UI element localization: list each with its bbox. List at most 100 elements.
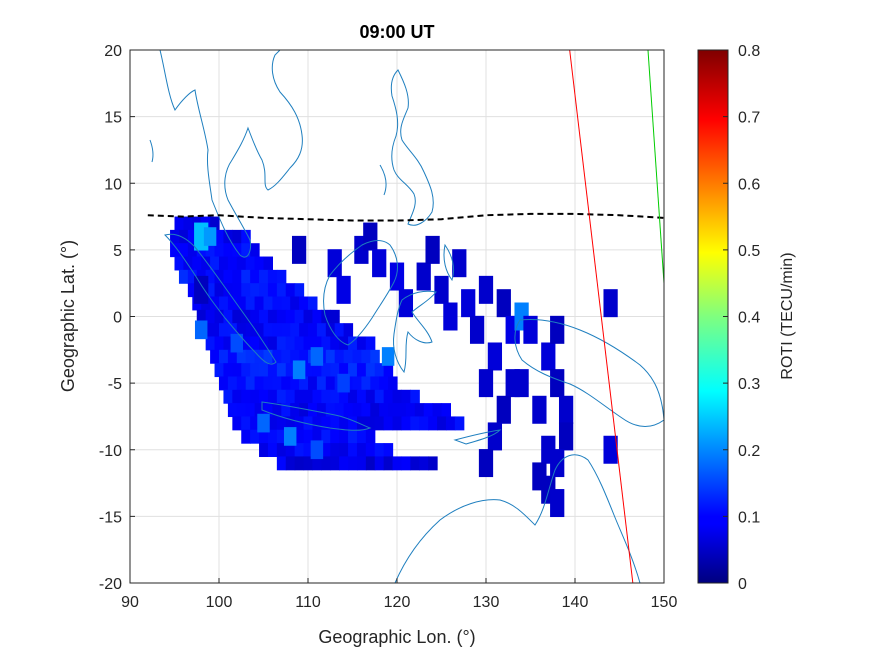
- roti-cell: [290, 296, 300, 311]
- roti-cell: [276, 389, 287, 404]
- roti-hotspot: [194, 320, 208, 340]
- roti-cell: [223, 336, 233, 351]
- roti-cell: [312, 416, 322, 431]
- y-tick-labels: 20 15 10 5 0 -5 -10 -15 -20: [99, 43, 135, 593]
- roti-cell: [434, 275, 449, 304]
- colorbar-label: ROTI (TECU/min): [779, 252, 796, 379]
- roti-cell: [348, 456, 358, 471]
- roti-cell: [259, 283, 269, 298]
- roti-cell: [374, 363, 385, 378]
- roti-cell: [299, 349, 309, 364]
- roti-cell: [299, 403, 309, 418]
- roti-cell: [263, 296, 273, 311]
- roti-cell: [241, 283, 251, 298]
- roti-hotspot: [310, 347, 324, 366]
- roti-cell: [321, 363, 331, 378]
- roti-cell: [259, 429, 269, 444]
- roti-cell: [250, 309, 260, 324]
- roti-cell: [428, 416, 438, 431]
- roti-cell: [250, 363, 260, 378]
- roti-cell: [370, 376, 380, 391]
- roti-cell: [294, 309, 305, 324]
- roti-cell: [321, 443, 331, 458]
- roti-cell: [263, 403, 273, 418]
- roti-cell: [392, 389, 403, 404]
- roti-cell: [316, 403, 327, 418]
- roti-cell: [308, 296, 318, 311]
- roti-cell: [178, 229, 189, 244]
- roti-cell: [219, 256, 229, 271]
- roti-cell: [170, 243, 180, 258]
- roti-cell: [223, 363, 233, 378]
- roti-cell: [214, 269, 225, 284]
- roti-cell: [401, 389, 411, 404]
- roti-cell: [348, 389, 358, 404]
- roti-hotspot: [257, 413, 270, 433]
- roti-cell: [227, 256, 238, 271]
- x-tick-label: 120: [384, 594, 411, 611]
- roti-cell: [291, 235, 307, 264]
- colorbar-tick-label: 0.6: [738, 176, 760, 193]
- roti-cell: [245, 403, 256, 418]
- roti-cell: [321, 429, 331, 444]
- roti-cell: [339, 443, 349, 458]
- roti-cell: [398, 289, 414, 318]
- roti-cell: [187, 283, 198, 298]
- roti-cell: [339, 363, 349, 378]
- y-tick-label: 10: [104, 176, 122, 193]
- roti-cell: [178, 269, 189, 284]
- roti-cell: [272, 403, 282, 418]
- coastline-small-2: [379, 164, 387, 196]
- roti-cell: [299, 376, 309, 391]
- roti-cell: [356, 416, 367, 431]
- roti-cell: [487, 422, 503, 451]
- magnetic-equator-line: [147, 212, 664, 222]
- roti-cell: [245, 323, 256, 338]
- roti-cell: [372, 249, 387, 278]
- roti-cell: [250, 389, 260, 404]
- roti-cell: [267, 416, 278, 431]
- roti-cell: [245, 256, 256, 271]
- x-tick-label: 100: [206, 594, 233, 611]
- roti-cell: [416, 262, 431, 291]
- roti-cell: [285, 309, 296, 324]
- roti-cell: [276, 429, 287, 444]
- roti-cell: [325, 403, 336, 418]
- roti-cell: [214, 336, 225, 351]
- roti-cell: [397, 403, 407, 418]
- roti-cell: [210, 296, 220, 311]
- roti-cell: [227, 403, 238, 418]
- coastline-australia: [394, 454, 641, 583]
- roti-cell: [214, 283, 225, 298]
- roti-cell: [276, 336, 287, 351]
- roti-cell: [223, 309, 233, 324]
- roti-cell: [267, 389, 278, 404]
- roti-cell: [232, 269, 242, 284]
- coastline-timor: [453, 429, 502, 445]
- coastline-indochina: [159, 50, 303, 258]
- roti-cell: [336, 275, 351, 304]
- roti-cell: [281, 403, 291, 418]
- roti-cell: [219, 323, 229, 338]
- roti-cell: [370, 349, 380, 364]
- roti-cell: [321, 336, 331, 351]
- roti-cell: [227, 349, 238, 364]
- roti-cell: [550, 315, 565, 344]
- roti-cell: [425, 235, 440, 264]
- roti-cell: [196, 309, 207, 324]
- roti-cell: [219, 376, 229, 391]
- roti-cell: [356, 389, 367, 404]
- roti-cell: [392, 456, 403, 471]
- roti-cell: [232, 389, 242, 404]
- roti-cell: [210, 349, 220, 364]
- coastline-halmahera: [443, 243, 455, 282]
- roti-cell: [361, 403, 371, 418]
- y-tick-label: -15: [99, 509, 122, 526]
- roti-cell: [236, 323, 247, 338]
- roti-cell: [321, 389, 331, 404]
- roti-cell: [290, 323, 300, 338]
- roti-cell: [303, 309, 314, 324]
- roti-cell: [241, 229, 251, 244]
- colorbar-tick-label: 0.8: [738, 43, 760, 60]
- roti-cell: [316, 323, 327, 338]
